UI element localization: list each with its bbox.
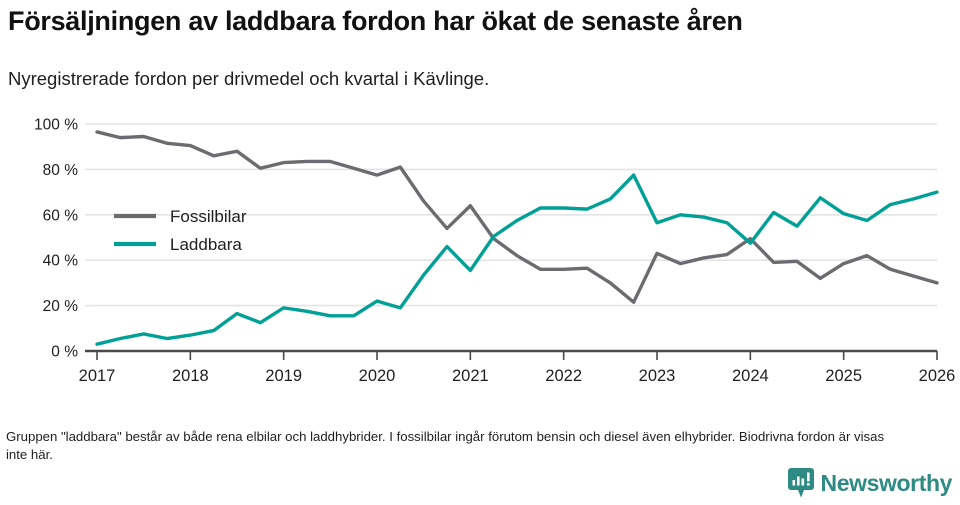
- series-line-fossilbilar: [95, 130, 939, 304]
- newsworthy-logo-text: Newsworthy: [820, 469, 953, 496]
- y-tick-label: 60 %: [43, 207, 79, 224]
- chart-x-axis-labels: 2017 2018 2019 2020 2021 2022 2023 2024 2025 2026: [79, 367, 956, 385]
- chart-svg: 0 % 20 % 40 % 60 % 80 % 100 % 2017 2018 2019 202…: [34, 117, 956, 386]
- x-tick-label: 2026: [919, 367, 956, 385]
- chart-y-axis-labels: 0 % 20 % 40 % 60 % 80 % 100 %: [34, 117, 78, 361]
- chart-legend: Fossilbilar Laddbara: [114, 207, 247, 254]
- x-tick-label: 2023: [639, 367, 676, 385]
- x-tick-label: 2018: [172, 367, 209, 385]
- y-tick-label: 20 %: [43, 298, 79, 315]
- series-line-laddbara: [95, 173, 939, 346]
- page-title: Försäljningen av laddbara fordon har öka…: [8, 6, 743, 36]
- line-chart: 0 % 20 % 40 % 60 % 80 % 100 % 2017 2018 2019 202…: [0, 108, 960, 398]
- chart-x-axis: [85, 349, 938, 360]
- x-tick-label: 2025: [825, 367, 862, 385]
- x-tick-label: 2024: [732, 367, 769, 385]
- x-tick-label: 2020: [359, 367, 396, 385]
- legend-label: Laddbara: [170, 235, 242, 254]
- x-tick-label: 2017: [79, 367, 116, 385]
- newsworthy-logo-icon: [787, 468, 814, 498]
- y-tick-label: 100 %: [34, 117, 78, 134]
- y-tick-label: 80 %: [43, 162, 79, 179]
- y-tick-label: 0 %: [51, 344, 78, 361]
- chart-series-lines: [95, 130, 939, 346]
- x-tick-label: 2021: [452, 367, 489, 385]
- y-tick-label: 40 %: [43, 253, 79, 270]
- x-tick-label: 2019: [265, 367, 302, 385]
- legend-label: Fossilbilar: [170, 207, 247, 226]
- chart-footnote: Gruppen "laddbara" består av både rena e…: [6, 429, 885, 462]
- page-subtitle: Nyregistrerade fordon per drivmedel och …: [8, 68, 490, 89]
- x-tick-label: 2022: [545, 367, 582, 385]
- newsworthy-logo[interactable]: Newsworthy: [787, 468, 953, 498]
